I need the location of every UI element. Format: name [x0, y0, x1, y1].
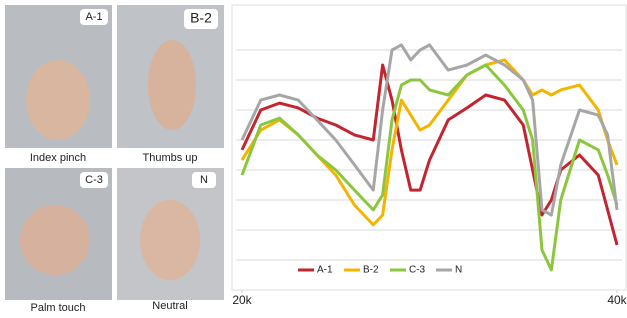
badge: C-3 [85, 174, 103, 186]
badge: B-2 [190, 10, 212, 26]
legend-label: A-1 [317, 265, 333, 276]
figure: A-1 B-2 C-3 N Index pinch Thumbs up Palm… [0, 0, 627, 313]
legend-label: B-2 [363, 265, 379, 276]
caption: Neutral [152, 300, 187, 312]
legend-label: N [455, 265, 462, 276]
badge: A-1 [85, 11, 102, 23]
hand [26, 60, 90, 140]
series-line [242, 45, 617, 215]
caption: Palm touch [30, 302, 85, 313]
legend-label: C-3 [409, 265, 426, 276]
series-line [242, 65, 617, 245]
hand [20, 205, 90, 275]
caption: Index pinch [30, 152, 86, 164]
page: A-1 B-2 C-3 N Index pinch Thumbs up Palm… [0, 0, 627, 318]
photos: A-1 B-2 C-3 N Index pinch Thumbs up Palm… [5, 5, 224, 313]
hand [148, 40, 196, 130]
x-tick-label: 20k [232, 293, 252, 307]
hand [140, 200, 200, 280]
badge: N [200, 174, 208, 186]
caption: Thumbs up [142, 152, 197, 164]
x-tick-label: 40k [607, 293, 627, 307]
